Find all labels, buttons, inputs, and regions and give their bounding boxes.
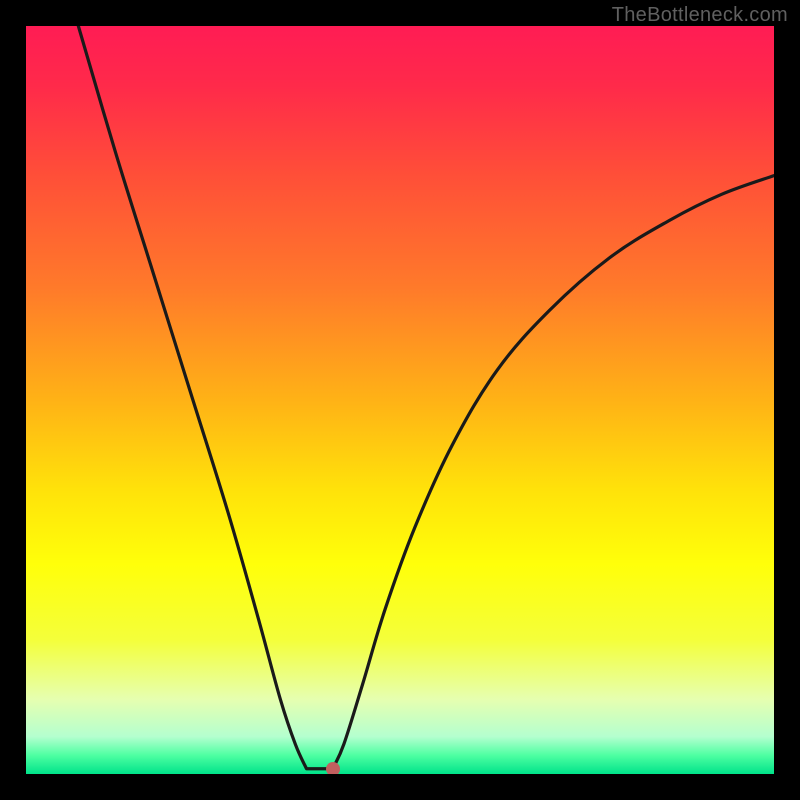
chart-svg bbox=[26, 26, 774, 774]
plot-area bbox=[26, 26, 774, 774]
optimum-marker bbox=[326, 762, 340, 774]
watermark-text: TheBottleneck.com bbox=[612, 4, 788, 27]
plot-background bbox=[26, 26, 774, 774]
